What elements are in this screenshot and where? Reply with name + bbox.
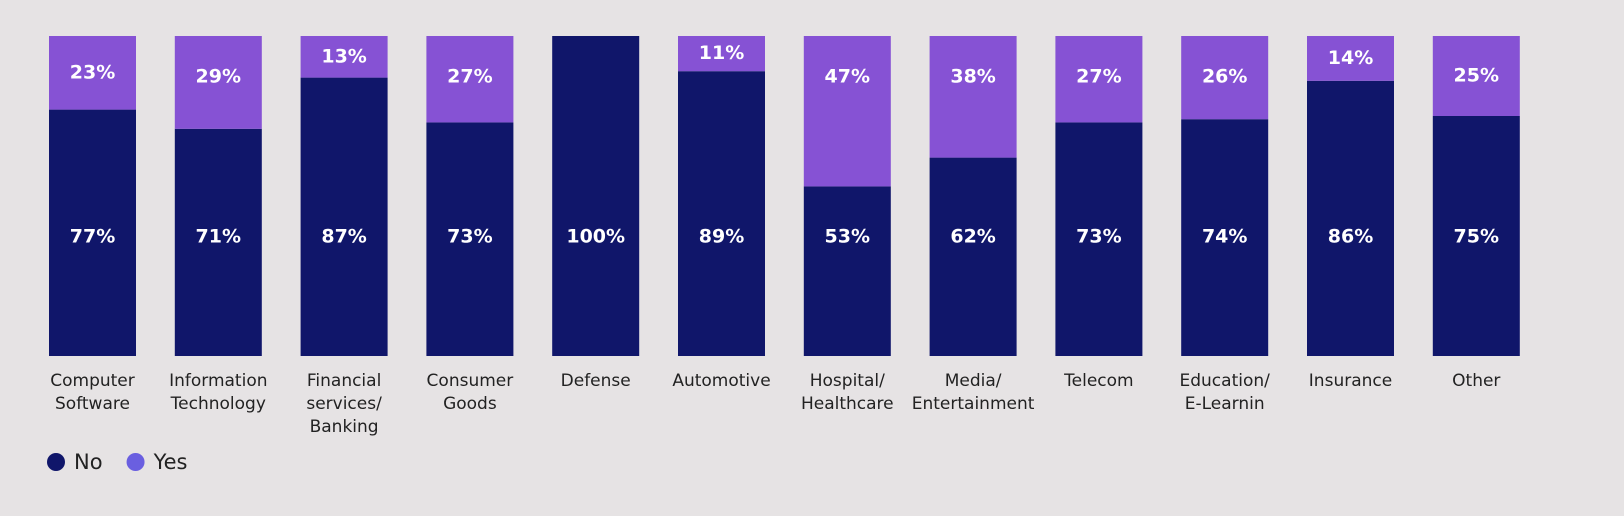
value-label: 27%: [447, 66, 492, 88]
x-tick-label: Insurance: [1308, 371, 1393, 391]
value-label: 47%: [825, 66, 870, 88]
value-label: 11%: [699, 42, 744, 64]
bar-segment: [174, 128, 262, 356]
x-tick-label: Automotive: [672, 371, 771, 391]
bar-segment: [1055, 36, 1143, 123]
x-tick-label: Other: [1452, 371, 1501, 391]
x-tick-label: Consumer Goods: [426, 371, 514, 414]
x-tick-label: Financial services/ Banking: [306, 371, 382, 437]
value-label: 25%: [1454, 65, 1499, 87]
value-label: 27%: [1076, 66, 1121, 88]
value-label: 77%: [70, 226, 115, 248]
bar-segment: [1432, 116, 1520, 356]
x-tick-label: Information Technology: [169, 371, 268, 414]
bar-segment: [300, 36, 388, 78]
bar-segment: [174, 36, 262, 129]
bar-segment: [426, 36, 514, 123]
bar-segment: [929, 157, 1017, 356]
value-label: 89%: [699, 226, 744, 248]
value-label: 87%: [321, 226, 366, 248]
value-label: 62%: [950, 226, 995, 248]
legend-label: Yes: [153, 450, 188, 474]
value-label: 26%: [1202, 66, 1247, 88]
bar-segment: [49, 109, 136, 356]
legend-label: No: [74, 450, 103, 474]
x-tick-label: Media/ Entertainment: [911, 371, 1035, 414]
bar-segment: [1432, 36, 1520, 116]
bar-segment: [803, 36, 891, 187]
bar-segment: [1307, 36, 1394, 81]
bar-segment: [426, 122, 514, 357]
value-label: 23%: [70, 61, 115, 83]
value-label: 74%: [1202, 226, 1247, 248]
bar-segment: [1055, 122, 1143, 357]
bar-segment: [678, 36, 765, 72]
value-label: 86%: [1328, 226, 1373, 248]
bar-segment: [678, 71, 765, 356]
bar-segment: [929, 36, 1017, 158]
legend-marker: [126, 453, 145, 471]
bar-segment: [552, 36, 640, 356]
value-label: 75%: [1454, 226, 1499, 248]
value-label: 73%: [1076, 226, 1121, 248]
bar-segment: [300, 77, 388, 356]
bar-segment: [1181, 36, 1269, 120]
bar-segment: [49, 36, 136, 110]
value-label: 29%: [196, 66, 241, 88]
x-tick-label: Hospital/ Healthcare: [800, 371, 894, 414]
value-label: 100%: [566, 226, 625, 248]
bar-segment: [1307, 80, 1394, 357]
value-label: 53%: [825, 226, 870, 248]
x-tick-label: Telecom: [1064, 371, 1134, 391]
bar-segment: [1181, 119, 1269, 356]
legend-marker: [47, 453, 65, 471]
bar-segment: [803, 186, 891, 356]
value-label: 73%: [447, 226, 492, 248]
value-label: 14%: [1328, 47, 1373, 69]
value-label: 13%: [321, 45, 366, 67]
x-tick-label: Computer Software: [50, 371, 135, 414]
x-tick-label: Defense: [560, 371, 631, 391]
value-label: 38%: [950, 66, 995, 88]
x-tick-label: Education/ E-Learnin: [1179, 371, 1270, 414]
value-label: 71%: [196, 226, 241, 248]
